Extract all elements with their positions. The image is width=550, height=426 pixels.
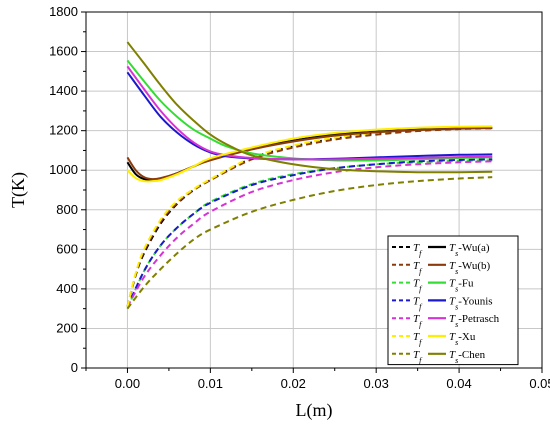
legend-label-fluid: Tf xyxy=(413,260,423,276)
series-line-t-f-petrasch xyxy=(126,160,493,308)
y-tick-label: 1600 xyxy=(49,44,78,59)
legend-label-fluid: Tf xyxy=(413,349,423,365)
y-tick-label: 800 xyxy=(56,202,78,217)
y-tick-label: 400 xyxy=(56,281,78,296)
legend-label-wu-b: Ts-Wu(b) xyxy=(449,260,491,276)
series-line-t-s-petrasch xyxy=(126,65,493,161)
axis-ticks: 0 200 400 600 800 1000 1200 1400 1600 1800 0.00 0.0… xyxy=(49,4,550,391)
x-tick-label: 0.01 xyxy=(198,376,223,391)
x-tick-label: 0.05 xyxy=(529,376,550,391)
y-tick-label: 1800 xyxy=(49,4,78,19)
series-line-t-f-chen xyxy=(126,176,493,310)
y-axis-label: T(K) xyxy=(8,172,29,208)
x-tick-label: 0.02 xyxy=(281,376,306,391)
legend-label-petrasch: Ts-Petrasch xyxy=(449,313,500,329)
series-line-t-s-younis xyxy=(126,71,493,161)
x-tick-label: 0.00 xyxy=(115,376,140,391)
legend-label-fluid: Tf xyxy=(413,278,423,294)
series-line-t-s-wu-b xyxy=(126,127,493,181)
legend-label-wu-a: Ts-Wu(a) xyxy=(449,242,490,258)
x-tick-label: 0.03 xyxy=(364,376,389,391)
legend-label-chen: Ts-Chen xyxy=(449,349,486,365)
series-line-t-f-younis xyxy=(126,158,493,308)
legend-label-xu: Ts-Xu xyxy=(449,331,476,347)
y-tick-label: 200 xyxy=(56,320,78,335)
series-lines xyxy=(126,41,493,310)
legend-label-younis: Ts-Younis xyxy=(449,295,493,311)
legend-label-fluid: Tf xyxy=(413,331,423,347)
x-axis-label: L(m) xyxy=(296,400,333,421)
series-line-t-s-xu xyxy=(126,125,493,183)
y-tick-label: 0 xyxy=(71,360,78,375)
legend-label-fluid: Tf xyxy=(413,313,423,329)
legend-label-fu: Ts-Fu xyxy=(449,278,474,294)
y-tick-label: 1000 xyxy=(49,162,78,177)
legend-label-fluid: Tf xyxy=(413,295,423,311)
y-tick-label: 1200 xyxy=(49,123,78,138)
y-tick-label: 600 xyxy=(56,241,78,256)
y-tick-label: 1400 xyxy=(49,83,78,98)
series-line-t-s-chen xyxy=(126,41,493,174)
x-tick-label: 0.04 xyxy=(446,376,471,391)
legend: Tf Ts-Wu(a) Tf Ts-Wu(b) Tf Ts-Fu Tf Ts-Younis Tf… xyxy=(387,235,519,366)
legend-label-fluid: Tf xyxy=(413,242,423,258)
